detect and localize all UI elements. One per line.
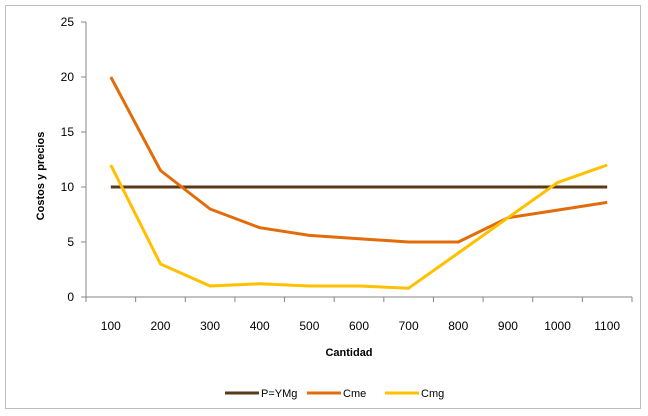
x-tick-label: 400 — [250, 319, 270, 333]
y-tick-label: 20 — [61, 70, 75, 84]
x-tick-label: 800 — [448, 319, 468, 333]
x-tick-label: 200 — [150, 319, 170, 333]
series-line-cme — [109, 76, 608, 244]
x-tick-label: 600 — [349, 319, 369, 333]
y-tick-label: 15 — [61, 125, 75, 139]
x-axis: 100 200 300 400 500 600 700 800 900 1000 1100 — [85, 296, 633, 333]
series-line-cmg — [109, 163, 608, 290]
y-tick-label: 0 — [67, 290, 74, 304]
y-tick-label: 5 — [67, 235, 74, 249]
x-tick-label: 700 — [399, 319, 419, 333]
legend-label: P=YMg — [261, 388, 297, 400]
x-tick-label: 500 — [299, 319, 319, 333]
legend-label: Cme — [343, 388, 366, 400]
x-tick-label: 1100 — [594, 319, 620, 333]
series-layer — [109, 76, 608, 290]
chart-frame — [5, 5, 641, 409]
x-tick-label: 100 — [101, 319, 121, 333]
y-tick-label: 10 — [61, 180, 75, 194]
y-axis: 0 5 10 15 20 25 — [61, 15, 87, 304]
x-tick-label: 300 — [200, 319, 220, 333]
x-tick-label: 900 — [498, 319, 518, 333]
x-axis-title: Cantidad — [325, 347, 372, 359]
legend: P=YMg Cme Cmg — [225, 388, 444, 400]
legend-label: Cmg — [421, 388, 444, 400]
x-tick-label: 1000 — [544, 319, 571, 333]
y-tick-label: 25 — [61, 15, 75, 29]
y-axis-title: Costos y precios — [35, 132, 47, 221]
